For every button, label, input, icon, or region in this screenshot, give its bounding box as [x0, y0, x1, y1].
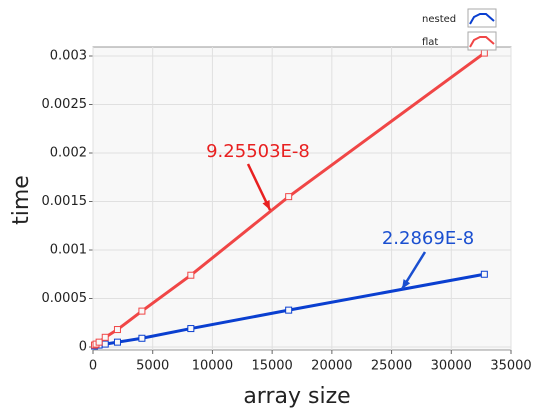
marker: [187, 271, 195, 279]
y-tick-label: 0.0005: [42, 291, 88, 306]
x-axis-label: array size: [243, 384, 350, 409]
legend-box: [467, 8, 497, 28]
marker: [101, 333, 109, 341]
legend-label: nested: [422, 14, 456, 25]
x-tick-label: 15000: [251, 359, 292, 374]
y-tick-label: 0.003: [50, 49, 87, 64]
annotation-arrowhead: [402, 279, 411, 289]
x-tick-label: 35000: [490, 359, 531, 374]
legend-swatch: [469, 13, 495, 25]
marker: [101, 340, 109, 348]
x-tick-label: 25000: [371, 359, 412, 374]
y-tick-label: 0.0025: [42, 97, 88, 112]
marker: [480, 49, 488, 57]
legend-box: [467, 31, 497, 51]
x-tick-label: 30000: [431, 359, 472, 374]
marker: [285, 306, 293, 314]
annotation-arrowhead: [262, 200, 270, 210]
y-tick-label: 0.0015: [42, 194, 88, 209]
plot-area: [92, 46, 512, 351]
y-axis-label: time: [9, 175, 34, 225]
marker: [113, 338, 121, 346]
annotation: 2.2869E-8: [382, 228, 474, 249]
y-tick-label: 0.002: [50, 146, 87, 161]
marker: [95, 338, 103, 346]
x-tick-label: 5000: [136, 359, 169, 374]
x-tick-label: 10000: [192, 359, 233, 374]
legend-swatch: [469, 36, 495, 48]
marker: [187, 325, 195, 333]
legend-label: flat: [422, 37, 438, 48]
marker: [138, 334, 146, 342]
marker: [285, 193, 293, 201]
annotation: 9.25503E-8: [206, 141, 310, 162]
marker: [138, 307, 146, 315]
marker: [113, 326, 121, 334]
y-tick-label: 0.001: [50, 243, 87, 258]
x-tick-label: 20000: [311, 359, 352, 374]
y-tick-label: 0: [79, 340, 87, 355]
x-tick-label: 0: [89, 359, 97, 374]
marker: [480, 270, 488, 278]
